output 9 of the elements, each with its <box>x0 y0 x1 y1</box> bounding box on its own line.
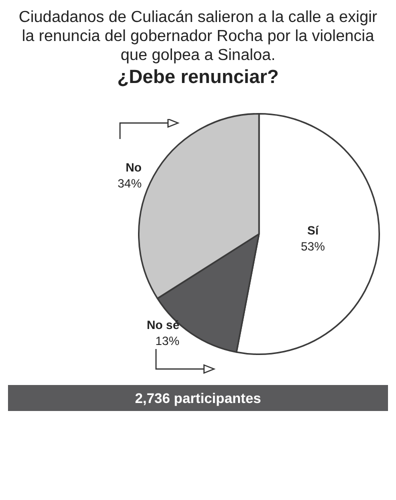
slice-label: Sí <box>307 223 320 238</box>
text: 2,736 participantes <box>8 385 388 411</box>
data-label: 53% <box>300 239 326 254</box>
slice-label: No <box>126 160 142 174</box>
chart-subtitle: ¿Debe renunciar? <box>116 67 280 89</box>
data-label: 34% <box>118 176 142 190</box>
slice-label: No sé <box>146 318 180 332</box>
chart-title: Ciudadanos de Culiacán salieron a la calle a exigir la renuncia del gobernador Rocha por la violencia que golpea a Sinaloa. <box>18 8 378 65</box>
data-label: 13% <box>155 334 180 348</box>
